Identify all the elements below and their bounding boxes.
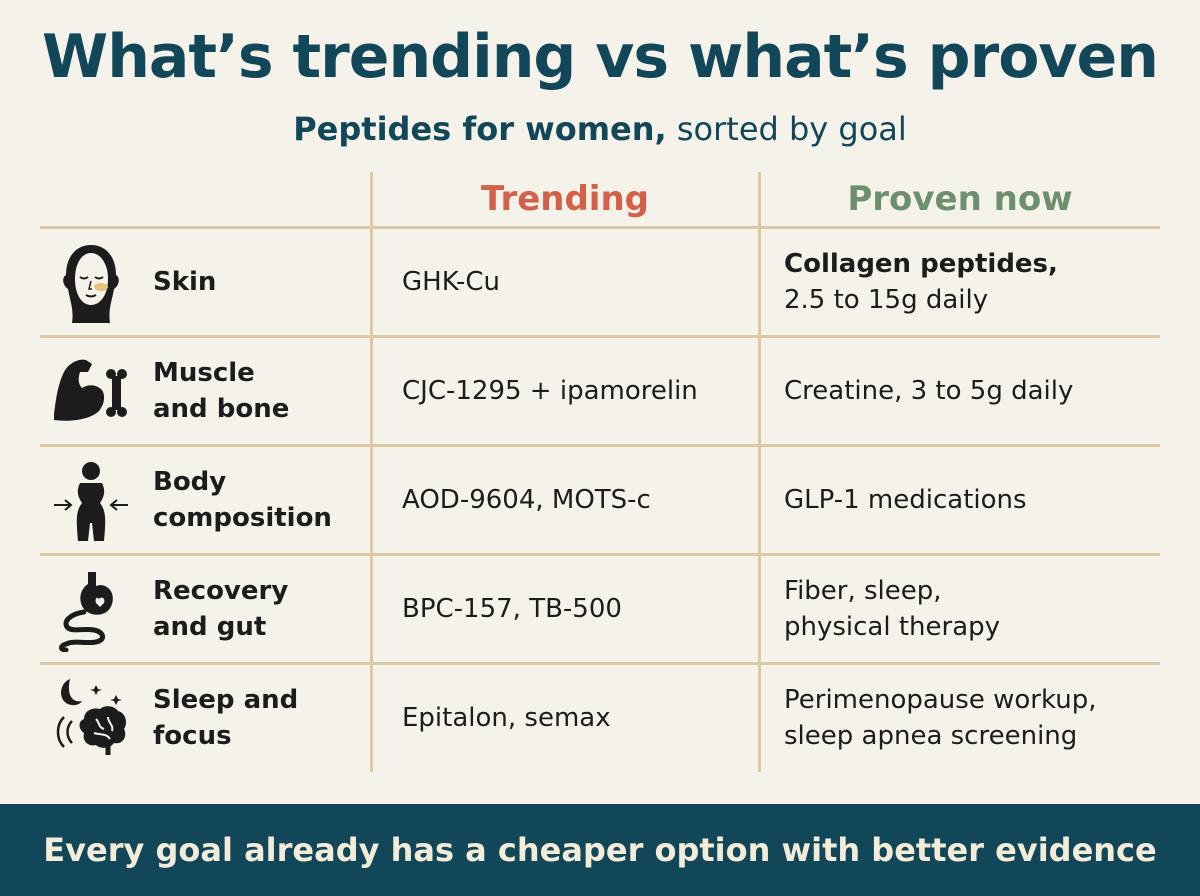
proven-cell: Creatine, 3 to 5g daily bbox=[784, 376, 1074, 406]
goal-label: Body composition bbox=[153, 467, 332, 533]
subtitle-emphasis: Peptides for women, bbox=[293, 110, 667, 148]
table-row: Body composition AOD-9604, MOTS-c GLP-1 … bbox=[40, 447, 1160, 553]
trending-cell: Epitalon, semax bbox=[402, 703, 611, 733]
goal-label: Muscle and bone bbox=[153, 358, 290, 424]
trending-cell: CJC-1295 + ipamorelin bbox=[402, 376, 698, 406]
trending-cell: AOD-9604, MOTS-c bbox=[402, 485, 651, 515]
page-subtitle: Peptides for women, sorted by goal bbox=[0, 110, 1200, 148]
stomach-gut-icon bbox=[59, 572, 113, 652]
proven-cell: GLP-1 medications bbox=[784, 485, 1027, 515]
row-divider bbox=[40, 444, 1160, 447]
table-row: Sleep and focus Epitalon, semax Perimeno… bbox=[40, 665, 1160, 771]
trending-cell: GHK-Cu bbox=[402, 267, 501, 297]
body-silhouette-icon bbox=[54, 462, 128, 541]
moon-brain-icon bbox=[56, 679, 126, 755]
proven-cell: Collagen peptides, 2.5 to 15g daily bbox=[784, 249, 1058, 315]
page-title: What’s trending vs what’s proven bbox=[42, 22, 1159, 92]
table-row: Muscle and bone CJC-1295 + ipamorelin Cr… bbox=[40, 338, 1160, 444]
face-icon bbox=[63, 245, 119, 323]
goal-label: Recovery and gut bbox=[153, 576, 289, 642]
column-divider bbox=[370, 172, 373, 772]
muscle-bone-icon bbox=[54, 359, 127, 421]
row-divider bbox=[40, 335, 1160, 338]
goal-label: Sleep and focus bbox=[153, 685, 299, 751]
proven-cell: Fiber, sleep, physical therapy bbox=[784, 576, 1001, 642]
column-divider bbox=[758, 172, 761, 772]
trending-cell: BPC-157, TB-500 bbox=[402, 594, 622, 624]
subtitle-rest: sorted by goal bbox=[666, 110, 907, 148]
goal-label: Skin bbox=[153, 267, 217, 297]
footer-banner: Every goal already has a cheaper option … bbox=[0, 804, 1200, 896]
column-header-proven: Proven now bbox=[847, 179, 1073, 219]
row-divider bbox=[40, 226, 1160, 229]
column-header-trending: Trending bbox=[480, 179, 650, 219]
comparison-table: Trending Proven now Skin GHK-Cu Collagen… bbox=[40, 172, 1160, 772]
row-divider bbox=[40, 662, 1160, 665]
table-row: Skin GHK-Cu Collagen peptides, 2.5 to 15… bbox=[40, 229, 1160, 335]
proven-cell: Perimenopause workup, sleep apnea screen… bbox=[784, 685, 1097, 751]
table-row: Recovery and gut BPC-157, TB-500 Fiber, … bbox=[40, 556, 1160, 662]
row-divider bbox=[40, 553, 1160, 556]
